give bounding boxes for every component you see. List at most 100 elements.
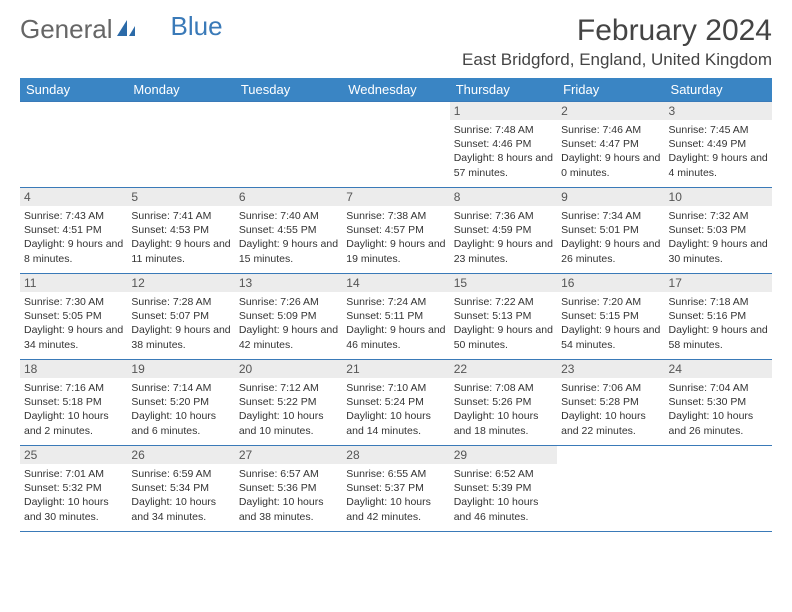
calendar-day: 28 Sunrise: 6:55 AMSunset: 5:37 PMDayligh… xyxy=(342,446,449,532)
day-info: Sunrise: 7:12 AMSunset: 5:22 PMDaylight:… xyxy=(239,381,338,438)
day-number: 18 xyxy=(20,360,127,378)
header: General Blue February 2024 East Bridgfor… xyxy=(20,14,772,70)
logo-sail-icon xyxy=(115,14,137,45)
calendar-header-row: SundayMondayTuesdayWednesdayThursdayFrid… xyxy=(20,78,772,102)
calendar-week: 25 Sunrise: 7:01 AMSunset: 5:32 PMDayligh… xyxy=(20,446,772,532)
day-number: 4 xyxy=(20,188,127,206)
day-number: 25 xyxy=(20,446,127,464)
day-info: Sunrise: 7:46 AMSunset: 4:47 PMDaylight:… xyxy=(561,123,660,180)
day-number: 15 xyxy=(450,274,557,292)
day-info: Sunrise: 7:32 AMSunset: 5:03 PMDaylight:… xyxy=(669,209,768,266)
day-number: 11 xyxy=(20,274,127,292)
calendar-day: 14 Sunrise: 7:24 AMSunset: 5:11 PMDayligh… xyxy=(342,274,449,360)
calendar-day: 4 Sunrise: 7:43 AMSunset: 4:51 PMDaylight… xyxy=(20,188,127,274)
day-info: Sunrise: 6:55 AMSunset: 5:37 PMDaylight:… xyxy=(346,467,445,524)
calendar-empty xyxy=(557,446,664,532)
calendar-day: 29 Sunrise: 6:52 AMSunset: 5:39 PMDayligh… xyxy=(450,446,557,532)
logo: General Blue xyxy=(20,14,223,45)
calendar-day: 18 Sunrise: 7:16 AMSunset: 5:18 PMDayligh… xyxy=(20,360,127,446)
day-number: 14 xyxy=(342,274,449,292)
calendar-empty xyxy=(20,102,127,188)
calendar-empty xyxy=(127,102,234,188)
calendar-day: 17 Sunrise: 7:18 AMSunset: 5:16 PMDayligh… xyxy=(665,274,772,360)
calendar-day: 10 Sunrise: 7:32 AMSunset: 5:03 PMDayligh… xyxy=(665,188,772,274)
day-info: Sunrise: 7:16 AMSunset: 5:18 PMDaylight:… xyxy=(24,381,123,438)
day-info: Sunrise: 7:24 AMSunset: 5:11 PMDaylight:… xyxy=(346,295,445,352)
calendar-day: 12 Sunrise: 7:28 AMSunset: 5:07 PMDayligh… xyxy=(127,274,234,360)
calendar-empty xyxy=(342,102,449,188)
calendar-week: 11Sunrise: 7:30 AMSunset: 5:05 PMDayligh… xyxy=(20,274,772,360)
calendar-day: 7Sunrise: 7:38 AMSunset: 4:57 PMDaylight… xyxy=(342,188,449,274)
calendar-day: 22 Sunrise: 7:08 AMSunset: 5:26 PMDayligh… xyxy=(450,360,557,446)
calendar-day: 13 Sunrise: 7:26 AMSunset: 5:09 PMDayligh… xyxy=(235,274,342,360)
calendar-day: 3Sunrise: 7:45 AMSunset: 4:49 PMDaylight… xyxy=(665,102,772,188)
day-number: 5 xyxy=(127,188,234,206)
day-number: 10 xyxy=(665,188,772,206)
calendar-day: 2 Sunrise: 7:46 AMSunset: 4:47 PMDaylight… xyxy=(557,102,664,188)
col-header: Friday xyxy=(557,78,664,102)
calendar-week: 4 Sunrise: 7:43 AMSunset: 4:51 PMDaylight… xyxy=(20,188,772,274)
day-info: Sunrise: 7:06 AMSunset: 5:28 PMDaylight:… xyxy=(561,381,660,438)
location: East Bridgford, England, United Kingdom xyxy=(462,50,772,70)
calendar-day: 6 Sunrise: 7:40 AMSunset: 4:55 PMDaylight… xyxy=(235,188,342,274)
calendar-table: SundayMondayTuesdayWednesdayThursdayFrid… xyxy=(20,78,772,532)
day-number: 7 xyxy=(342,188,449,206)
day-info: Sunrise: 7:18 AMSunset: 5:16 PMDaylight:… xyxy=(669,295,768,352)
calendar-week: 1 Sunrise: 7:48 AMSunset: 4:46 PMDaylight… xyxy=(20,102,772,188)
day-number: 17 xyxy=(665,274,772,292)
col-header: Sunday xyxy=(20,78,127,102)
col-header: Monday xyxy=(127,78,234,102)
logo-text-1: General xyxy=(20,14,113,45)
title-block: February 2024 East Bridgford, England, U… xyxy=(462,14,772,70)
calendar-week: 18 Sunrise: 7:16 AMSunset: 5:18 PMDayligh… xyxy=(20,360,772,446)
col-header: Tuesday xyxy=(235,78,342,102)
day-number: 12 xyxy=(127,274,234,292)
day-info: Sunrise: 7:36 AMSunset: 4:59 PMDaylight:… xyxy=(454,209,553,266)
calendar-day: 8 Sunrise: 7:36 AMSunset: 4:59 PMDaylight… xyxy=(450,188,557,274)
calendar-day: 21Sunrise: 7:10 AMSunset: 5:24 PMDayligh… xyxy=(342,360,449,446)
calendar-day: 19 Sunrise: 7:14 AMSunset: 5:20 PMDayligh… xyxy=(127,360,234,446)
day-info: Sunrise: 7:48 AMSunset: 4:46 PMDaylight:… xyxy=(454,123,553,180)
day-number: 21 xyxy=(342,360,449,378)
calendar-day: 11Sunrise: 7:30 AMSunset: 5:05 PMDayligh… xyxy=(20,274,127,360)
day-info: Sunrise: 7:40 AMSunset: 4:55 PMDaylight:… xyxy=(239,209,338,266)
calendar-day: 25 Sunrise: 7:01 AMSunset: 5:32 PMDayligh… xyxy=(20,446,127,532)
day-info: Sunrise: 7:28 AMSunset: 5:07 PMDaylight:… xyxy=(131,295,230,352)
calendar-day: 27Sunrise: 6:57 AMSunset: 5:36 PMDayligh… xyxy=(235,446,342,532)
calendar-empty xyxy=(235,102,342,188)
calendar-day: 24 Sunrise: 7:04 AMSunset: 5:30 PMDayligh… xyxy=(665,360,772,446)
calendar-day: 1 Sunrise: 7:48 AMSunset: 4:46 PMDaylight… xyxy=(450,102,557,188)
day-info: Sunrise: 7:26 AMSunset: 5:09 PMDaylight:… xyxy=(239,295,338,352)
day-number: 1 xyxy=(450,102,557,120)
day-info: Sunrise: 7:43 AMSunset: 4:51 PMDaylight:… xyxy=(24,209,123,266)
day-info: Sunrise: 7:08 AMSunset: 5:26 PMDaylight:… xyxy=(454,381,553,438)
month-title: February 2024 xyxy=(462,14,772,48)
day-number: 22 xyxy=(450,360,557,378)
day-number: 8 xyxy=(450,188,557,206)
day-number: 28 xyxy=(342,446,449,464)
calendar-day: 20Sunrise: 7:12 AMSunset: 5:22 PMDayligh… xyxy=(235,360,342,446)
calendar-body: 1 Sunrise: 7:48 AMSunset: 4:46 PMDaylight… xyxy=(20,102,772,532)
day-number: 19 xyxy=(127,360,234,378)
day-info: Sunrise: 7:04 AMSunset: 5:30 PMDaylight:… xyxy=(669,381,768,438)
col-header: Thursday xyxy=(450,78,557,102)
day-number: 2 xyxy=(557,102,664,120)
calendar-day: 9Sunrise: 7:34 AMSunset: 5:01 PMDaylight… xyxy=(557,188,664,274)
col-header: Saturday xyxy=(665,78,772,102)
day-number: 16 xyxy=(557,274,664,292)
day-number: 13 xyxy=(235,274,342,292)
calendar-day: 15 Sunrise: 7:22 AMSunset: 5:13 PMDayligh… xyxy=(450,274,557,360)
day-number: 23 xyxy=(557,360,664,378)
day-number: 6 xyxy=(235,188,342,206)
day-info: Sunrise: 7:22 AMSunset: 5:13 PMDaylight:… xyxy=(454,295,553,352)
calendar-day: 23 Sunrise: 7:06 AMSunset: 5:28 PMDayligh… xyxy=(557,360,664,446)
day-number: 24 xyxy=(665,360,772,378)
calendar-day: 5Sunrise: 7:41 AMSunset: 4:53 PMDaylight… xyxy=(127,188,234,274)
day-number: 26 xyxy=(127,446,234,464)
day-info: Sunrise: 7:14 AMSunset: 5:20 PMDaylight:… xyxy=(131,381,230,438)
day-info: Sunrise: 7:01 AMSunset: 5:32 PMDaylight:… xyxy=(24,467,123,524)
day-number: 29 xyxy=(450,446,557,464)
col-header: Wednesday xyxy=(342,78,449,102)
day-info: Sunrise: 6:52 AMSunset: 5:39 PMDaylight:… xyxy=(454,467,553,524)
day-info: Sunrise: 7:20 AMSunset: 5:15 PMDaylight:… xyxy=(561,295,660,352)
